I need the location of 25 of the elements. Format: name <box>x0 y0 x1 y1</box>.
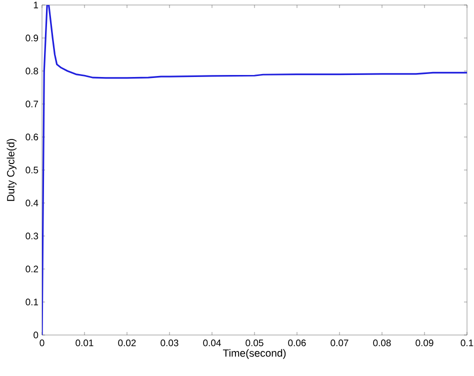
y-tick-label: 0.9 <box>26 34 38 42</box>
y-tick-label: 0.1 <box>26 298 38 306</box>
x-tick-label: 0.02 <box>118 340 136 346</box>
x-tick-label: 0.06 <box>288 340 306 346</box>
x-tick-label: 0.09 <box>416 340 434 346</box>
y-tick-label: 0.8 <box>26 68 38 74</box>
x-tick-label: 0.08 <box>373 340 391 346</box>
y-tick-label: 0.3 <box>26 232 38 240</box>
x-tick-label: 0.07 <box>330 340 348 346</box>
y-tick-label: 0.7 <box>26 100 38 108</box>
x-tick-label: 0.05 <box>246 340 264 346</box>
x-tick-label: 0.03 <box>160 340 178 346</box>
y-tick-label: 0.6 <box>26 134 38 140</box>
y-tick-label: 0.5 <box>26 166 38 174</box>
y-tick-label: 0 <box>34 332 38 338</box>
y-axis-title: Duty Cycle(d) <box>6 138 16 201</box>
x-axis-title: Time(second) <box>222 349 286 359</box>
x-tick-label: 0 <box>40 340 44 346</box>
y-tick-label: 0.2 <box>26 266 38 272</box>
x-tick-label: 0.1 <box>460 340 474 346</box>
x-tick-label: 0.04 <box>203 340 221 346</box>
x-tick-label: 0.01 <box>76 340 94 346</box>
y-tick-label: 1 <box>34 2 38 8</box>
y-tick-label: 0.4 <box>26 200 38 206</box>
line-series <box>42 4 468 335</box>
